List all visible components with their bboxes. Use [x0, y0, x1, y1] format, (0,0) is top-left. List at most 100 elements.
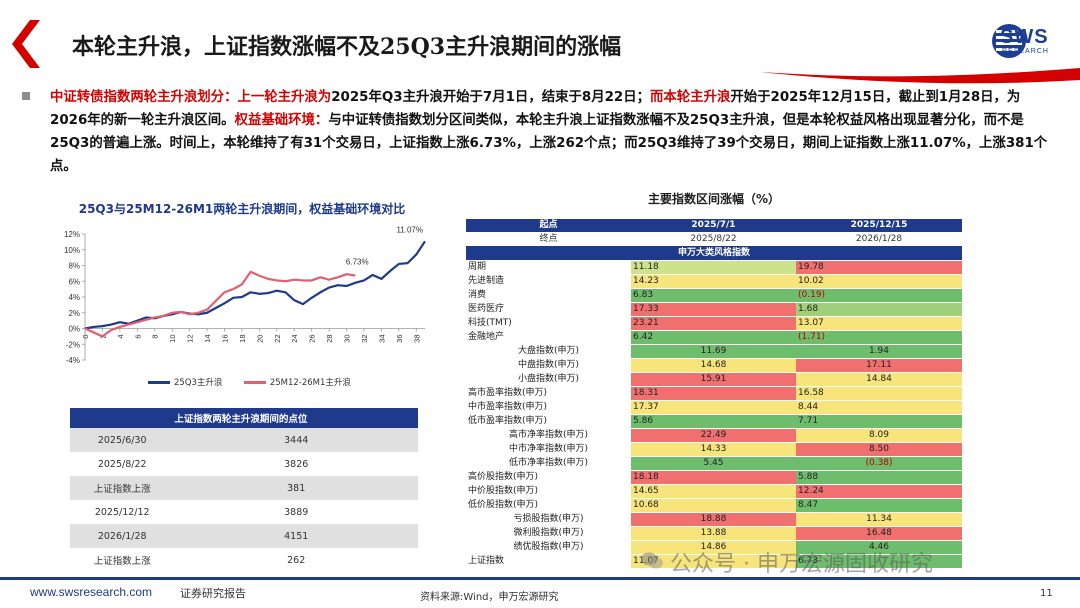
table-row: 上证指数上涨 262: [70, 548, 418, 572]
y-tick-label: 10%: [64, 246, 80, 255]
chart-legend: 25Q3主升浪 25M12-26M1主升浪: [148, 376, 351, 388]
table-row: 低市净率指数(申万) 5.45 (0.38): [466, 456, 962, 471]
period2-return: 1.68: [796, 302, 962, 317]
period2-return: 10.02: [796, 274, 962, 289]
period1-return: 11.07: [631, 554, 796, 569]
period2-return: 11.34: [796, 512, 962, 527]
x-tick-label: 8: [151, 335, 160, 339]
row-label: 2025/8/22: [97, 458, 147, 470]
x-tick-label: 4: [116, 335, 125, 339]
period2-return: 16.58: [796, 386, 962, 401]
index-name: 中价股指数(申万): [466, 484, 631, 499]
right-table-subheader-row: 终点 2025/8/22 2026/1/28: [466, 232, 962, 247]
para-segment-2: 2025年Q3主升浪开始于7月1日，结束于8月22日；: [331, 90, 651, 105]
index-name: 中市净率指数(申万): [466, 442, 631, 457]
y-tick-label: 2%: [68, 309, 80, 318]
index-name: 科技(TMT): [466, 316, 631, 331]
series-line-2: [84, 270, 356, 338]
table-row: 大盘指数(申万) 11.69 1.94: [466, 344, 962, 359]
x-tick-label: 0: [81, 335, 90, 339]
legend-label-series-2: 25M12-26M1主升浪: [269, 378, 351, 388]
footer-website-link[interactable]: www.swsresearch.com: [30, 585, 153, 599]
watermark-text: 公众号 · 申万宏源固收研究: [670, 552, 933, 577]
table-row: 2025/8/22 3826: [70, 452, 418, 476]
period1-return: 23.21: [631, 316, 796, 331]
x-tick-label: 12: [186, 335, 195, 343]
bullet-square-icon: [22, 92, 30, 100]
x-tick-label: 18: [238, 335, 247, 343]
annotation-series-1-end: 11.07%: [396, 225, 423, 234]
footer-divider: [0, 577, 1080, 580]
table-row: 高价股指数(申万) 18.18 5.88: [466, 470, 962, 485]
period1-return: 18.31: [631, 386, 796, 401]
table-row: 消费 6.83 (0.19): [466, 288, 962, 303]
row-value: 4151: [174, 524, 418, 548]
col1-end: 2025/8/22: [631, 232, 796, 247]
period1-return: 14.23: [631, 274, 796, 289]
right-table-title: 主要指数区间涨幅（%）: [647, 192, 781, 206]
period2-return: 8.50: [796, 442, 962, 457]
table-row: 低市盈率指数(申万) 5.86 7.71: [466, 414, 962, 429]
legend-label-series-1: 25Q3主升浪: [174, 378, 223, 388]
watermark: 公众号 · 申万宏源固收研究: [640, 546, 933, 578]
period1-return: 14.33: [631, 442, 796, 457]
slide-header: 本轮主升浪，上证指数涨幅不及25Q3主升浪期间的涨幅 SWS RESEARCH: [0, 0, 1080, 84]
index-name: 上证指数: [466, 554, 631, 569]
logo-text: SWS: [1000, 26, 1049, 48]
period2-return: 16.48: [796, 526, 962, 541]
index-name: 消费: [466, 288, 631, 303]
x-tick-label: 10: [168, 335, 177, 343]
period2-return: 6.73: [796, 554, 962, 569]
index-name: 高价股指数(申万): [466, 470, 631, 485]
period1-return: 10.68: [631, 498, 796, 513]
y-tick-label: 8%: [68, 262, 80, 271]
period1-return: 5.45: [631, 456, 796, 471]
index-name: 大盘指数(申万): [466, 344, 631, 359]
period1-return: 14.86: [631, 540, 796, 555]
index-name: 小盘指数(申万): [466, 372, 631, 387]
index-name: 金融地产: [466, 330, 631, 345]
period2-return: 8.47: [796, 498, 962, 513]
para-segment-3: 而本轮主升浪: [650, 90, 731, 105]
x-tick-label: 22: [273, 335, 282, 343]
period1-return: 15.91: [631, 372, 796, 387]
x-tick-label: 38: [412, 335, 421, 343]
table-row: 2025/6/30 3444: [70, 428, 418, 452]
period2-return: 8.44: [796, 400, 962, 415]
period2-return: 5.88: [796, 470, 962, 485]
period2-return: (1.71): [796, 330, 962, 345]
x-tick-label: 26: [308, 335, 317, 343]
index-name: 绩优股指数(申万): [466, 540, 631, 555]
index-name: 中盘指数(申万): [466, 358, 631, 373]
table-row: 2025/12/12 3889: [70, 500, 418, 524]
period2-return: 8.09: [796, 428, 962, 443]
index-name: 医药医疗: [466, 302, 631, 317]
table-row: 2026/1/28 4151: [70, 524, 418, 548]
index-name: 低价股指数(申万): [466, 498, 631, 513]
y-tick-label: 6%: [68, 277, 80, 286]
table-row: 中市盈率指数(申万) 17.37 8.44: [466, 400, 962, 415]
left-table: 上证指数两轮主升浪期间的点位 2025/6/30 3444 2025/8/22 382…: [70, 408, 418, 572]
para-segment-5: 权益基础环境：: [234, 113, 329, 128]
row-label: 上证指数上涨: [70, 476, 175, 500]
section-row: 申万大类风格指数: [466, 246, 962, 261]
y-tick-label: -2%: [66, 340, 80, 349]
row-value: 262: [287, 554, 306, 566]
row-label: 上证指数上涨: [93, 556, 151, 567]
period1-return: 17.33: [631, 302, 796, 317]
x-tick-label: 16: [220, 335, 229, 343]
period1-return: 17.37: [631, 400, 796, 415]
right-table-header-row: 起点 2025/7/1 2025/12/15: [466, 219, 962, 233]
end-label: 终点: [466, 232, 631, 247]
page-title: 本轮主升浪，上证指数涨幅不及25Q3主升浪期间的涨幅: [72, 34, 622, 60]
period2-return: 4.46: [796, 540, 962, 555]
table-row: 高市净率指数(申万) 22.49 8.09: [466, 428, 962, 443]
chart-title: 25Q3与25M12-26M1两轮主升浪期间，权益基础环境对比: [78, 202, 406, 216]
y-tick-label: 12%: [64, 230, 80, 239]
period2-return: 7.71: [796, 414, 962, 429]
x-tick-label: 6: [133, 335, 142, 339]
col2-start: 2025/12/15: [796, 219, 962, 233]
footer-source: 资料来源:Wind，申万宏源研究: [420, 592, 559, 603]
table-row: 周期 11.18 19.78: [466, 260, 962, 275]
index-name: 高市净率指数(申万): [466, 428, 631, 443]
